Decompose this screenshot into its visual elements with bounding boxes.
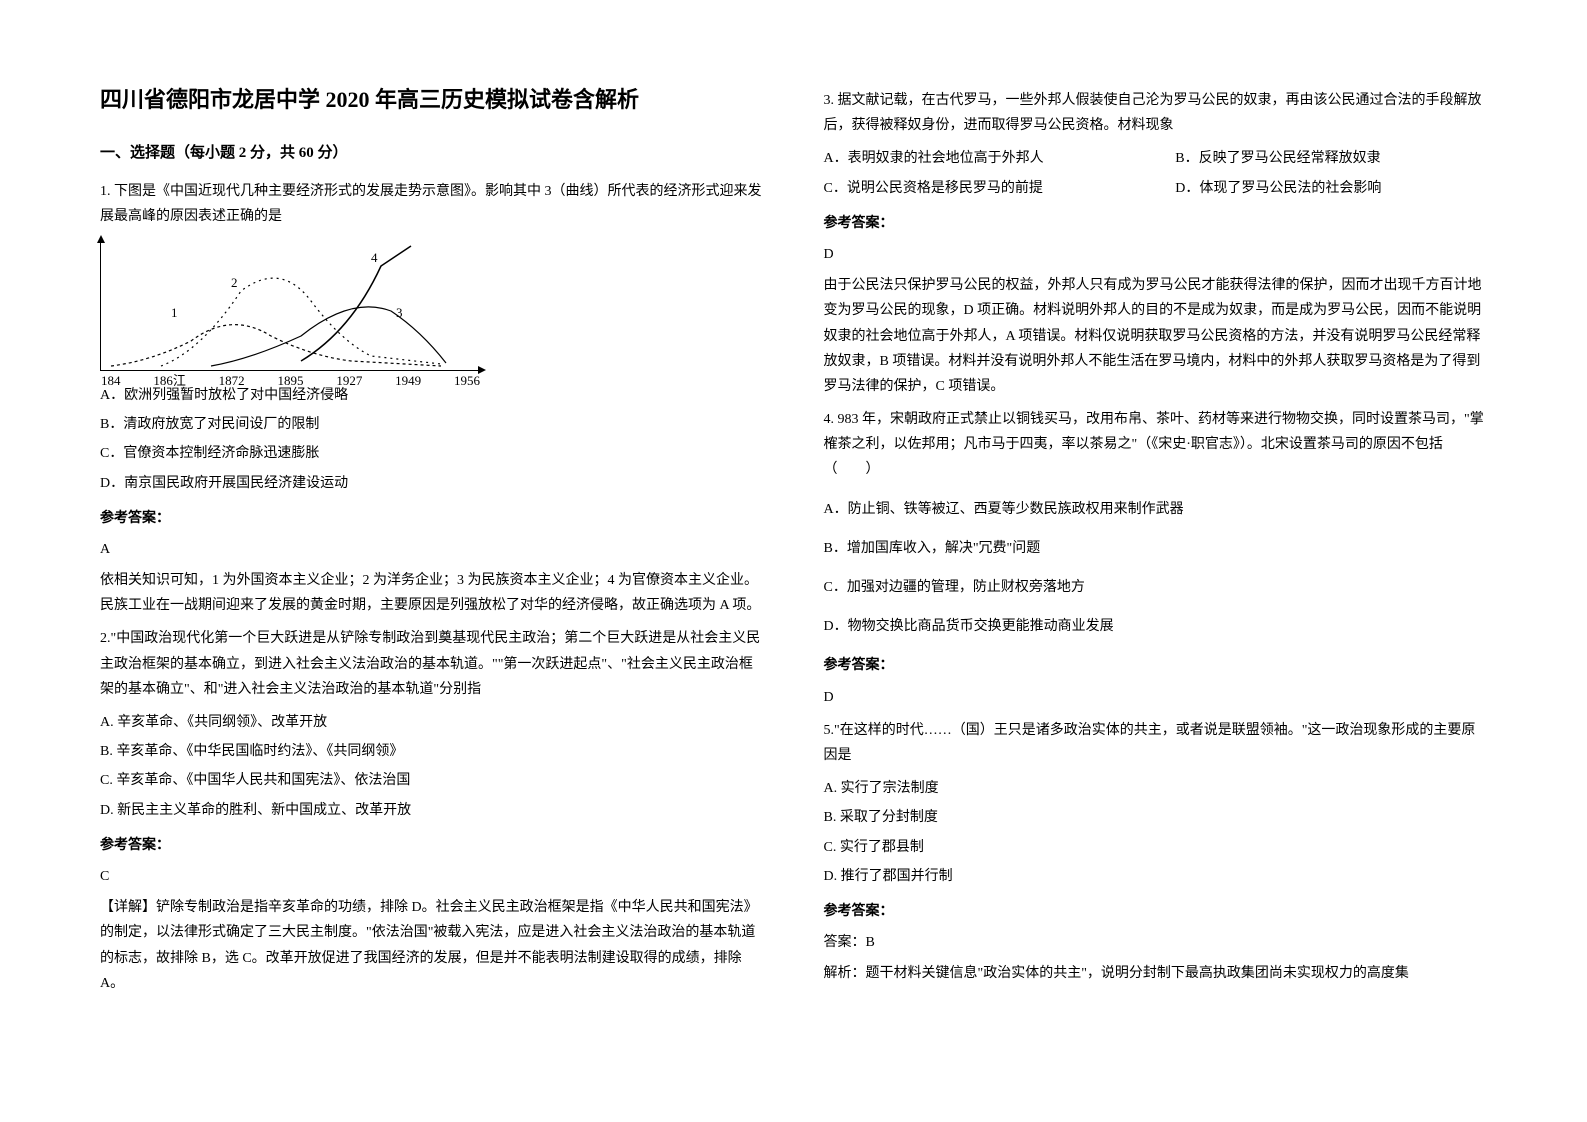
q3-opt-b: B．反映了罗马公民经常释放奴隶 <box>1175 146 1487 171</box>
xlabel: 1895 <box>278 369 304 392</box>
q3-opt-d: D．体现了罗马公民法的社会影响 <box>1175 176 1487 201</box>
q1-opt-c: C．官僚资本控制经济命脉迅速膨胀 <box>100 441 764 466</box>
q5-explain: 解析：题干材料关键信息"政治实体的共主"，说明分封制下最高执政集团尚未实现权力的… <box>824 961 1488 986</box>
right-column: 3. 据文献记载，在古代罗马，一些外邦人假装使自己沦为罗马公民的奴隶，再由该公民… <box>824 80 1488 1002</box>
q5-options: A. 实行了宗法制度 B. 采取了分封制度 C. 实行了郡县制 D. 推行了郡国… <box>824 776 1488 889</box>
q4-opt-b: B．增加国库收入，解决"冗费"问题 <box>824 536 1488 561</box>
q5-opt-c: C. 实行了郡县制 <box>824 835 1488 860</box>
q5-ans: 答案：B <box>824 930 1488 955</box>
xlabel: 186江 <box>153 369 186 392</box>
q5-opt-a: A. 实行了宗法制度 <box>824 776 1488 801</box>
chart-xlabels: 184 186江 1872 1895 1927 1949 1956 <box>101 369 480 392</box>
q1-stem: 1. 下图是《中国近现代几种主要经济形式的发展走势示意图》。影响其中 3（曲线）… <box>100 179 764 229</box>
q5-opt-b: B. 采取了分封制度 <box>824 805 1488 830</box>
q3-stem: 3. 据文献记载，在古代罗马，一些外邦人假装使自己沦为罗马公民的奴隶，再由该公民… <box>824 88 1488 138</box>
q5-ans-head: 参考答案： <box>824 899 1488 924</box>
q3-opt-c: C．说明公民资格是移民罗马的前提 <box>824 176 1136 201</box>
q4-options: A．防止铜、铁等被辽、西夏等少数民族政权用来制作武器 B．增加国库收入，解决"冗… <box>824 497 1488 640</box>
xlabel: 1872 <box>219 369 245 392</box>
q3-options: A．表明奴隶的社会地位高于外邦人 B．反映了罗马公民经常释放奴隶 C．说明公民资… <box>824 146 1488 200</box>
q4-ans-head: 参考答案： <box>824 653 1488 678</box>
chart-label-1: 1 <box>171 301 178 324</box>
q1-ans-head: 参考答案： <box>100 506 764 531</box>
page-title: 四川省德阳市龙居中学 2020 年高三历史模拟试卷含解析 <box>100 80 764 120</box>
q2-options: A. 辛亥革命、《共同纲领》、改革开放 B. 辛亥革命、《中华民国临时约法》、《… <box>100 710 764 823</box>
q3-ans-head: 参考答案： <box>824 211 1488 236</box>
q3-ans: D <box>824 242 1488 267</box>
xlabel: 184 <box>101 369 121 392</box>
xlabel: 1927 <box>336 369 362 392</box>
xlabel: 1956 <box>454 369 480 392</box>
q5-opt-d: D. 推行了郡国并行制 <box>824 864 1488 889</box>
q4-opt-c: C．加强对边疆的管理，防止财权旁落地方 <box>824 575 1488 600</box>
q2-opt-b: B. 辛亥革命、《中华民国临时约法》、《共同纲领》 <box>100 739 764 764</box>
chart-label-4: 4 <box>371 246 378 269</box>
q4-stem: 4. 983 年，宋朝政府正式禁止以铜钱买马，改用布帛、茶叶、药材等来进行物物交… <box>824 407 1488 483</box>
q2-opt-c: C. 辛亥革命、《中国华人民共和国宪法》、依法治国 <box>100 768 764 793</box>
q1-ans: A <box>100 537 764 562</box>
q2-opt-d: D. 新民主主义革命的胜利、新中国成立、改革开放 <box>100 798 764 823</box>
q4-opt-a: A．防止铜、铁等被辽、西夏等少数民族政权用来制作武器 <box>824 497 1488 522</box>
chart-lines <box>101 241 481 371</box>
q2-opt-a: A. 辛亥革命、《共同纲领》、改革开放 <box>100 710 764 735</box>
chart-label-3: 3 <box>396 301 403 324</box>
xlabel: 1949 <box>395 369 421 392</box>
q1-explain: 依相关知识可知，1 为外国资本主义企业；2 为洋务企业；3 为民族资本主义企业；… <box>100 568 764 618</box>
left-column: 四川省德阳市龙居中学 2020 年高三历史模拟试卷含解析 一、选择题（每小题 2… <box>100 80 764 1002</box>
q3-explain: 由于公民法只保护罗马公民的权益，外邦人只有成为罗马公民才能获得法律的保护，因而才… <box>824 273 1488 399</box>
q1-options: A．欧洲列强暂时放松了对中国经济侵略 B．清政府放宽了对民间设厂的限制 C．官僚… <box>100 383 764 496</box>
chart-label-2: 2 <box>231 271 238 294</box>
q1-opt-d: D．南京国民政府开展国民经济建设运动 <box>100 471 764 496</box>
q4-ans: D <box>824 685 1488 710</box>
section-heading: 一、选择题（每小题 2 分，共 60 分） <box>100 140 764 167</box>
q2-stem: 2."中国政治现代化第一个巨大跃进是从铲除专制政治到奠基现代民主政治；第二个巨大… <box>100 626 764 702</box>
q4-opt-d: D．物物交换比商品货币交换更能推动商业发展 <box>824 614 1488 639</box>
q1-opt-b: B．清政府放宽了对民间设厂的限制 <box>100 412 764 437</box>
q2-ans: C <box>100 864 764 889</box>
q5-stem: 5."在这样的时代……（国）王只是诸多政治实体的共主，或者说是联盟领袖。"这一政… <box>824 718 1488 768</box>
q2-ans-head: 参考答案： <box>100 833 764 858</box>
q3-opt-a: A．表明奴隶的社会地位高于外邦人 <box>824 146 1136 171</box>
q2-explain: 【详解】铲除专制政治是指辛亥革命的功绩，排除 D。社会主义民主政治框架是指《中华… <box>100 895 764 996</box>
q1-chart: 1 2 3 4 184 186江 1872 1895 1927 1949 195… <box>100 241 480 371</box>
